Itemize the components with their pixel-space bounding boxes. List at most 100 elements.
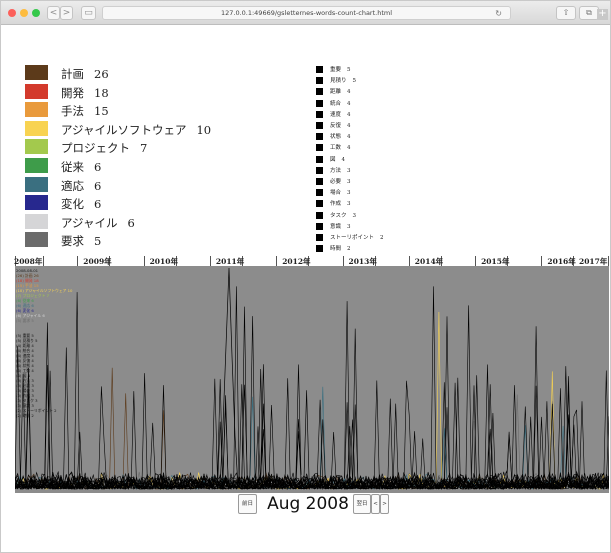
reload-icon[interactable]: ↻	[495, 9, 502, 18]
secondary-legend-swatch	[316, 99, 323, 107]
overlay-line: (4) 反復 4	[16, 358, 34, 363]
overlay-line: (4) 状態 4	[16, 363, 34, 368]
series-line	[15, 301, 609, 491]
secondary-legend-count: 4	[347, 89, 351, 96]
chart-plot	[15, 267, 609, 491]
secondary-legend-count: 4	[347, 111, 351, 118]
year-tick	[541, 256, 543, 267]
secondary-legend-swatch	[316, 122, 323, 129]
legend-count: 26	[94, 67, 109, 81]
legend-label: アジャイルソフトウェア	[61, 122, 187, 137]
year-tick	[573, 256, 575, 267]
close-window-button[interactable]	[8, 9, 16, 17]
secondary-legend-label: 重要	[330, 67, 342, 73]
sidebar-button[interactable]: ▭	[81, 6, 96, 20]
legend-swatch	[25, 213, 48, 229]
legend-label: 変化	[61, 197, 84, 212]
prev-day-button[interactable]: 前日	[238, 494, 257, 514]
legend-label: プロジェクト	[61, 141, 130, 156]
year-tick	[15, 256, 16, 267]
secondary-legend-text-group: 重要 5	[330, 65, 351, 73]
secondary-legend-text-group: 反復 4	[330, 121, 351, 129]
legend-swatch	[25, 102, 48, 118]
overlay-line: (18) 開発 18	[16, 278, 39, 283]
series-line	[15, 306, 609, 490]
step-forward-button[interactable]: >	[380, 494, 389, 514]
legend-text-group: 手法 15	[61, 103, 109, 119]
year-tick	[475, 256, 477, 267]
series-line	[15, 347, 609, 490]
secondary-legend-count: 4	[341, 156, 346, 163]
legend-swatch	[25, 65, 48, 80]
year-label: 2011年	[215, 257, 245, 266]
secondary-legend-count: 4	[347, 100, 351, 107]
secondary-legend-swatch	[316, 166, 323, 174]
overlay-line: (10) アジャイルソフトウェア 10	[16, 288, 73, 293]
legend-count: 6	[94, 178, 102, 193]
legend-text-group: 要求 5	[61, 233, 101, 249]
minimize-window-button[interactable]	[20, 9, 28, 17]
secondary-legend-swatch	[316, 178, 323, 185]
current-date-label: Aug 2008	[267, 494, 349, 514]
overlay-line: (5) 重要 5	[16, 333, 34, 338]
forward-button[interactable]: >	[60, 6, 73, 20]
overlay-line: (4) 距離 4	[16, 343, 34, 348]
secondary-legend-label: タスク	[330, 212, 347, 219]
secondary-legend-text-group: 時間 2	[330, 244, 351, 252]
overlay-line: (6) 従来 6	[16, 298, 34, 303]
overlay-line: (3) タスク 3	[16, 398, 38, 403]
year-axis: 2008年 2009年 2010年 2011年 2012年 2013年 2014年 2015年…	[14, 256, 609, 267]
secondary-legend-count: 3	[352, 212, 357, 219]
prev-day-label: 前日	[241, 501, 253, 507]
secondary-legend-count: 4	[347, 134, 351, 141]
legend-label: アジャイル	[61, 215, 118, 230]
secondary-legend-label: 方法	[330, 167, 342, 174]
new-tab-button[interactable]: +	[597, 9, 608, 20]
legend-count: 6	[94, 197, 102, 212]
secondary-legend-label: 反復	[330, 123, 342, 129]
year-tick	[77, 256, 79, 267]
tabs-button[interactable]: ⧉	[579, 6, 599, 20]
overlay-line: (5) 見積り 5	[16, 338, 38, 343]
secondary-legend-label: 状態	[330, 134, 342, 141]
series-line	[219, 267, 239, 489]
legend-count: 15	[94, 104, 109, 119]
secondary-legend-swatch	[316, 189, 323, 197]
address-bar[interactable]: 127.0.0.1:49669/gsletternes-words-count-…	[102, 6, 511, 20]
secondary-legend-text-group: ストーリポイント 2	[330, 233, 384, 241]
step-back-icon: <	[373, 501, 378, 507]
next-day-button[interactable]: 翌日	[353, 494, 371, 514]
legend-swatch	[25, 83, 48, 99]
secondary-legend-count: 3	[347, 201, 351, 208]
secondary-legend-label: 意識	[330, 223, 342, 230]
secondary-legend-label: 工数	[330, 145, 342, 152]
secondary-legend-text-group: 工数 4	[330, 143, 351, 151]
overlay-line: (3) 意識 3	[16, 403, 34, 408]
secondary-legend-text-group: 方法 3	[330, 166, 351, 174]
secondary-legend-text-group: タスク 3	[330, 211, 356, 219]
sidebar-icon: ▭	[84, 8, 93, 18]
series-line	[15, 322, 609, 490]
secondary-legend-swatch	[316, 200, 323, 208]
secondary-legend-count: 3	[347, 167, 351, 174]
legend-label: 開発	[61, 85, 84, 100]
legend-text-group: 変化 6	[61, 196, 101, 212]
overlay-line: (6) 適応 6	[16, 303, 34, 308]
legend-swatch	[25, 232, 48, 248]
secondary-legend-swatch	[316, 88, 323, 96]
next-day-label: 翌日	[356, 501, 368, 507]
legend-swatch	[25, 176, 48, 192]
year-label: 2016年	[547, 257, 576, 266]
secondary-legend-label: 統合	[330, 100, 342, 107]
zoom-window-button[interactable]	[32, 9, 40, 17]
series-line	[15, 316, 609, 490]
share-button[interactable]: ⇧	[556, 6, 576, 20]
overlay-line: (4) 統合 4	[16, 348, 34, 353]
year-tick	[276, 256, 278, 267]
overlay-line: (6) アジャイル 6	[16, 313, 45, 318]
secondary-legend-text-group: 距離 4	[330, 87, 351, 95]
step-back-button[interactable]: <	[371, 494, 380, 514]
year-tick	[342, 256, 344, 267]
legend-count: 18	[94, 85, 109, 100]
back-button[interactable]: <	[47, 6, 60, 20]
